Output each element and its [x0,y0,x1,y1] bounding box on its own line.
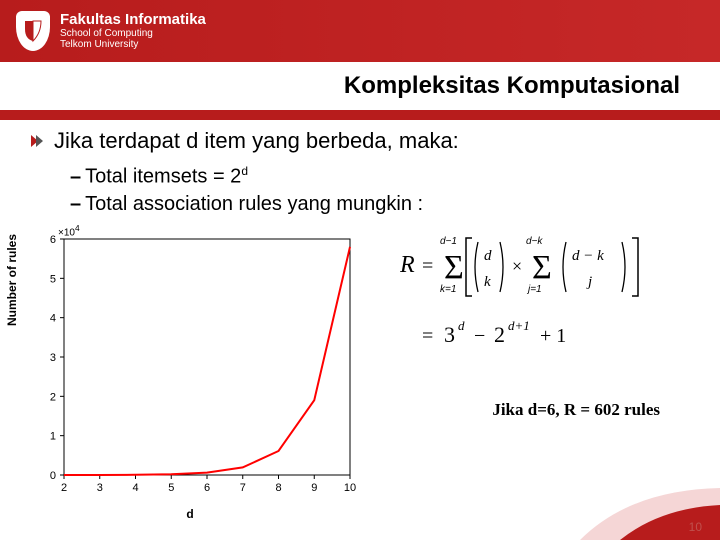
formula-svg: R = Σ d−1 k=1 d k × Σ d−k j=1 d − k j = … [400,230,680,370]
svg-text:j=1: j=1 [526,284,542,295]
svg-text:4: 4 [50,313,56,325]
logo-text: Fakultas Informatika School of Computing… [60,12,206,51]
arrow-bullet-icon [30,134,44,148]
svg-text:d−1: d−1 [440,236,457,247]
y-axis-label: Number of rules [5,234,19,326]
svg-text:Σ: Σ [532,249,552,286]
svg-text:d+1: d+1 [508,318,530,333]
sub-list: –Total itemsets = 2d –Total association … [70,164,690,216]
y-scale-label: ×104 [58,223,80,238]
growth-chart: ×104 01234562345678910 Number of rules d [20,225,360,505]
svg-text:5: 5 [50,273,56,285]
sub-item-2: –Total association rules yang mungkin : [70,193,690,216]
formula: R = Σ d−1 k=1 d k × Σ d−k j=1 d − k j = … [400,230,680,370]
svg-text:×: × [512,256,522,276]
svg-text:Σ: Σ [444,249,464,286]
chart-svg: 0 1 2 3 4 5 6 2 3 4 5 6 7 8 9 10 [20,225,360,505]
logo-shield-icon [16,11,50,51]
svg-text:−: − [474,325,485,347]
svg-text:=: = [422,255,433,277]
slide-title: Kompleksitas Komputasional [0,62,720,110]
header-bar: Fakultas Informatika School of Computing… [0,0,720,62]
fakultas-name: Fakultas Informatika [60,12,206,29]
dash-icon: – [70,193,81,215]
x-axis-label: d [186,507,193,521]
svg-text:3: 3 [97,482,103,494]
svg-text:3: 3 [50,352,56,364]
dash-icon: – [70,166,81,188]
example-note: Jika d=6, R = 602 rules [492,400,660,420]
page-number: 10 [689,520,702,534]
svg-text:5: 5 [168,482,174,494]
svg-text:0: 0 [50,470,56,482]
svg-text:k=1: k=1 [440,284,456,295]
svg-text:8: 8 [275,482,281,494]
svg-text:+ 1: + 1 [540,325,566,347]
svg-text:6: 6 [50,234,56,246]
main-bullet: Jika terdapat d item yang berbeda, maka: [30,128,690,154]
svg-text:2: 2 [494,322,505,347]
school-name: School of Computing [60,28,206,39]
svg-text:2: 2 [50,391,56,403]
svg-text:d − k: d − k [572,248,604,264]
svg-text:2: 2 [61,482,67,494]
svg-text:6: 6 [204,482,210,494]
svg-text:1: 1 [50,431,56,443]
svg-text:k: k [484,274,491,290]
title-underline [0,110,720,120]
sub1-text: Total itemsets = 2 [85,166,241,188]
sub-item-1: –Total itemsets = 2d [70,164,690,189]
svg-text:3: 3 [444,322,455,347]
svg-text:9: 9 [311,482,317,494]
svg-text:d: d [458,318,465,333]
main-bullet-text: Jika terdapat d item yang berbeda, maka: [54,128,459,154]
sub1-sup: d [241,164,248,178]
svg-text:d−k: d−k [526,236,543,247]
content-area: Jika terdapat d item yang berbeda, maka:… [30,128,690,220]
svg-text:4: 4 [132,482,138,494]
svg-text:7: 7 [240,482,246,494]
university-name: Telkom University [60,39,206,50]
svg-text:j: j [586,274,592,290]
svg-text:R: R [400,252,415,278]
svg-text:d: d [484,248,492,264]
sub2-text: Total association rules yang mungkin : [85,193,423,215]
svg-text:10: 10 [344,482,356,494]
svg-text:=: = [422,325,433,347]
